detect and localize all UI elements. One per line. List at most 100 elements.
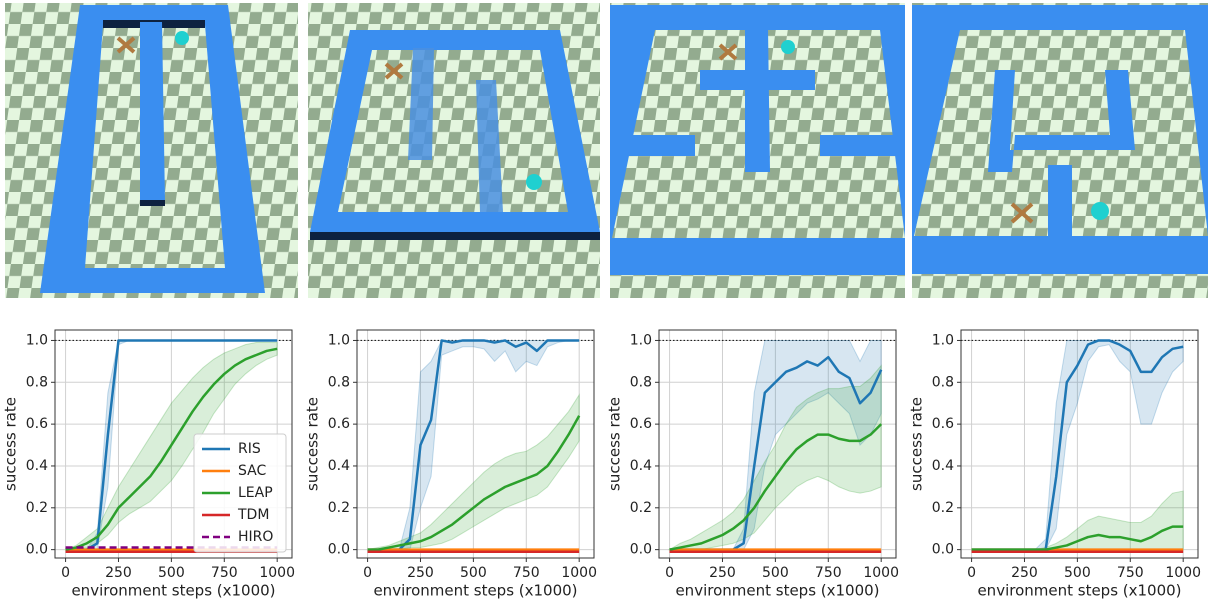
y-tick-label: 0.0 xyxy=(26,542,48,558)
y-tick-label: 0.2 xyxy=(26,500,48,516)
charts: 0.00.20.40.60.81.00 250 500 750 1000environm… xyxy=(2,329,1201,600)
y-axis-label: success rate xyxy=(606,397,624,491)
plot-area xyxy=(659,339,896,553)
y-tick-label: 0.6 xyxy=(328,416,350,432)
y-tick-label: 0.2 xyxy=(328,500,350,516)
y-tick-label: 1.0 xyxy=(630,332,652,348)
maze-wall xyxy=(745,28,770,172)
x-tick-label: 250 xyxy=(1011,565,1038,581)
y-tick-label: 0.8 xyxy=(630,374,652,390)
x-axis-label: environment steps (x1000) xyxy=(373,582,577,600)
x-axis-label: environment steps (x1000) xyxy=(977,582,1181,600)
x-tick-label: 250 xyxy=(709,565,736,581)
y-tick-label: 0.4 xyxy=(328,458,350,474)
maze-wall xyxy=(610,238,905,275)
y-tick-label: 0.4 xyxy=(26,458,48,474)
y-axis-label: success rate xyxy=(2,397,20,491)
x-tick-label: 0 xyxy=(61,565,70,581)
agent xyxy=(1010,202,1034,224)
legend-label: RIS xyxy=(238,441,261,457)
series-line xyxy=(65,339,278,551)
chart-panel: 0.0 0.2 0.4 0.6 0.8 1.0 0 250 500 750 1000environm… xyxy=(908,329,1201,600)
y-tick-label: 0.4 xyxy=(630,458,652,474)
x-tick-label: 0 xyxy=(967,565,976,581)
maze-wall xyxy=(820,135,900,156)
maze-wall xyxy=(988,70,1135,172)
legend: RIS SAC LEAP TDM HIRO xyxy=(193,433,287,553)
x-tick-label: 250 xyxy=(105,565,132,581)
goal xyxy=(175,31,189,45)
maze-wall xyxy=(912,5,1208,238)
y-tick-label: 0.8 xyxy=(932,374,954,390)
y-tick-label: 0.6 xyxy=(932,416,954,432)
plot-frame xyxy=(356,329,595,559)
confidence-band xyxy=(367,339,580,551)
y-tick-label: 1.0 xyxy=(328,332,350,348)
maze-wall xyxy=(310,30,600,232)
x-tick-label: 500 xyxy=(762,565,789,581)
x-tick-label: 750 xyxy=(211,565,238,581)
legend-label: TDM xyxy=(237,507,269,523)
maze-wall xyxy=(476,80,503,212)
x-tick-label: 750 xyxy=(815,565,842,581)
goal xyxy=(526,174,542,190)
series-line xyxy=(367,339,580,551)
legend-box xyxy=(193,433,287,553)
x-tick-label: 1000 xyxy=(259,565,295,581)
maze-wall xyxy=(40,5,265,293)
x-tick-label: 500 xyxy=(1064,565,1091,581)
plot-frame xyxy=(960,329,1199,559)
y-tick-label: 0.6 xyxy=(26,416,48,432)
confidence-band xyxy=(667,364,882,551)
x-tick-label: 500 xyxy=(158,565,185,581)
series-line xyxy=(367,415,581,551)
y-tick-label: 0.2 xyxy=(630,500,652,516)
x-tick-label: 0 xyxy=(363,565,372,581)
y-tick-label: 0.4 xyxy=(932,458,954,474)
legend-label: LEAP xyxy=(238,485,273,501)
goal xyxy=(1091,202,1109,220)
y-tick-label: 0.8 xyxy=(328,374,350,390)
y-tick-label: 0.8 xyxy=(26,374,48,390)
maze-wall xyxy=(1048,165,1072,236)
maze-wall xyxy=(912,236,1208,274)
x-tick-label: 1000 xyxy=(561,565,597,581)
y-tick-label: 0.0 xyxy=(932,542,954,558)
series-line xyxy=(971,525,1184,551)
x-tick-label: 750 xyxy=(1117,565,1144,581)
x-tick-label: 1000 xyxy=(1165,565,1201,581)
x-tick-label: 1000 xyxy=(863,565,899,581)
y-tick-label: 0.0 xyxy=(328,542,350,558)
maze-images xyxy=(5,3,1208,298)
legend-label: SAC xyxy=(238,463,266,479)
x-tick-label: 750 xyxy=(513,565,540,581)
maze-wall xyxy=(408,48,434,160)
agent xyxy=(384,62,404,80)
plot-frame xyxy=(54,329,293,559)
series-line xyxy=(669,423,883,551)
maze-wall xyxy=(610,5,905,240)
plot-area xyxy=(55,339,292,553)
chart-panel: 0.0 0.2 0.4 0.6 0.8 1.0 0 250 500 750 1000environm… xyxy=(2,329,295,600)
chart-panel: 0.0 0.2 0.4 0.6 0.8 1.0 0 250 500 750 1000environm… xyxy=(606,329,899,600)
y-tick-label: 1.0 xyxy=(932,332,954,348)
y-axis-label: success rate xyxy=(304,397,322,491)
y-tick-label: 0.6 xyxy=(630,416,652,432)
x-tick-label: 250 xyxy=(407,565,434,581)
maze-wall xyxy=(140,22,165,202)
maze-wall xyxy=(700,70,815,90)
plot-area xyxy=(357,339,594,553)
series-line xyxy=(65,347,278,551)
y-axis-label: success rate xyxy=(908,397,926,491)
agent xyxy=(116,36,136,54)
agent xyxy=(718,43,738,61)
goal xyxy=(781,40,795,54)
x-tick-label: 500 xyxy=(460,565,487,581)
x-tick-label: 0 xyxy=(665,565,674,581)
chart-panel: 0.0 0.2 0.4 0.6 0.8 1.0 0 250 500 750 1000environm… xyxy=(304,329,597,600)
plot-frame xyxy=(658,329,897,559)
y-tick-label: 0.0 xyxy=(630,542,652,558)
y-tick-label: 0.2 xyxy=(932,500,954,516)
maze-wall xyxy=(622,135,695,156)
